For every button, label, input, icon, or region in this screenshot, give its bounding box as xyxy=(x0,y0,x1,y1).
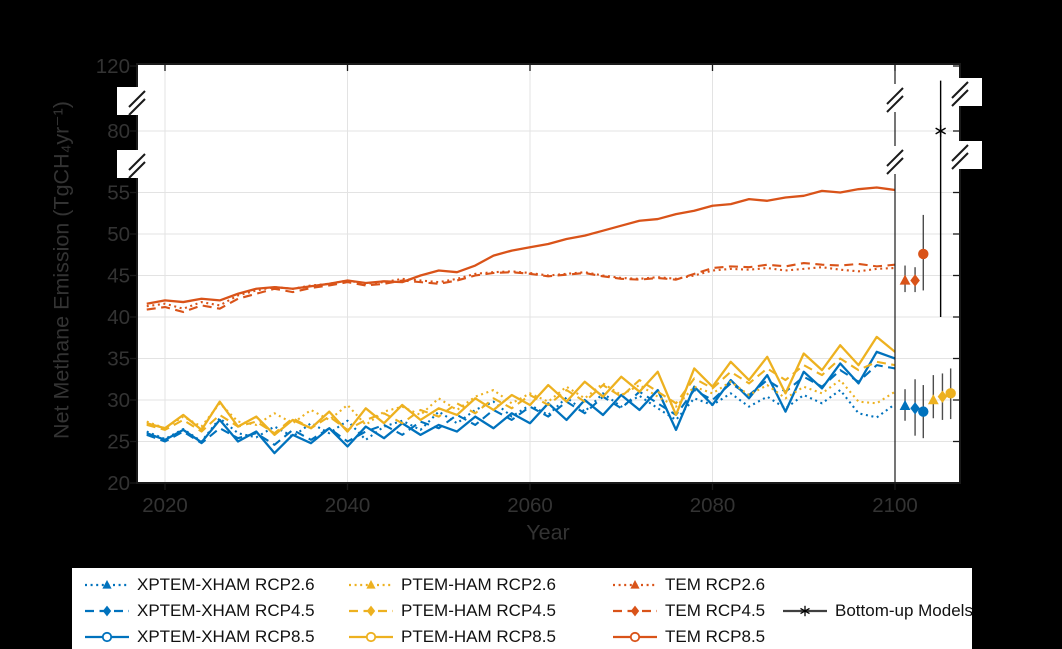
circle-marker xyxy=(918,406,929,417)
diamond-marker xyxy=(910,402,920,415)
legend-item-tem-rcp45: TEM RCP4.5 xyxy=(612,598,765,624)
series-lines xyxy=(146,186,896,455)
y-tick-label: 30 xyxy=(107,389,130,412)
legend-swatch-dotted-triangle-icon xyxy=(613,580,657,589)
legend-item-xptem-xham-rcp45: XPTEM-XHAM RCP4.5 xyxy=(84,598,315,624)
x-tick-label: 2080 xyxy=(690,494,736,517)
legend: XPTEM-XHAM RCP2.6 XPTEM-XHAM RCP4.5 XPTE… xyxy=(72,568,973,649)
y-tick-label: 20 xyxy=(107,472,130,495)
legend-label: TEM RCP2.6 xyxy=(665,575,766,594)
legend-item-bottom-up-models: Bottom-up Models xyxy=(782,598,973,624)
series-line-ptem-ham-rcp4-5 xyxy=(146,357,896,435)
legend-label: Bottom-up Models xyxy=(835,601,973,620)
x-tick-label: 2100 xyxy=(872,494,918,517)
series-line-xptem-xham-rcp2-6 xyxy=(146,388,896,443)
legend-label: PTEM-HAM RCP4.5 xyxy=(401,601,556,620)
legend-swatch-asterisk-icon xyxy=(783,605,827,617)
series-line-xptem-xham-rcp8-5 xyxy=(146,350,896,455)
legend-swatch-dotted-triangle-icon xyxy=(349,580,393,589)
y-tick-label: 25 xyxy=(107,431,130,454)
y-tick-label: 55 xyxy=(107,182,130,205)
axis-ticks xyxy=(130,64,960,490)
legend-item-xptem-xham-rcp85: XPTEM-XHAM RCP8.5 xyxy=(84,624,315,649)
triangle-marker xyxy=(927,394,939,405)
legend-swatch-solid-circle-icon xyxy=(349,631,393,643)
legend-item-ptem-ham-rcp45: PTEM-HAM RCP4.5 xyxy=(348,598,556,624)
series-line-ptem-ham-rcp8-5 xyxy=(146,335,896,437)
y-axis-label: Net Methane Emission (TgCH₄yr⁻¹) xyxy=(49,101,74,439)
legend-label: XPTEM-XHAM RCP8.5 xyxy=(137,627,315,646)
x-axis-label: Year xyxy=(526,520,570,545)
series-line-ptem-ham-rcp2-6 xyxy=(146,379,896,430)
legend-swatch-dashed-diamond-icon xyxy=(613,605,657,617)
x-tick-label: 2020 xyxy=(142,494,188,517)
y-tick-label: 40 xyxy=(107,306,130,329)
legend-label: TEM RCP4.5 xyxy=(665,601,766,620)
legend-label: TEM RCP8.5 xyxy=(665,627,766,646)
legend-swatch-solid-circle-icon xyxy=(85,631,129,643)
legend-item-xptem-xham-rcp26: XPTEM-XHAM RCP2.6 xyxy=(84,572,315,598)
legend-swatch-solid-circle-icon xyxy=(613,631,657,643)
diamond-marker xyxy=(937,390,948,403)
legend-label: XPTEM-XHAM RCP2.6 xyxy=(137,575,315,594)
tick-labels: 2020 2040 2060 2080 2100 20 25 30 35 40 45 50 55 80 12… xyxy=(96,55,918,517)
series-line-tem-rcp4-5 xyxy=(146,261,896,314)
x-tick-label: 2040 xyxy=(325,494,371,517)
axis-break-marks xyxy=(117,78,982,179)
y-tick-label: 120 xyxy=(96,55,130,78)
x-tick-label: 2060 xyxy=(507,494,553,517)
legend-label: XPTEM-XHAM RCP4.5 xyxy=(137,601,315,620)
diamond-marker xyxy=(910,274,920,287)
error-bars xyxy=(899,80,956,439)
legend-swatch-dashed-diamond-icon xyxy=(85,605,129,617)
y-tick-label: 45 xyxy=(107,265,130,288)
circle-marker xyxy=(918,248,929,260)
legend-label: PTEM-HAM RCP8.5 xyxy=(401,627,556,646)
legend-label: PTEM-HAM RCP2.6 xyxy=(401,575,556,594)
series-line-tem-rcp8-5 xyxy=(146,186,896,305)
y-tick-label: 80 xyxy=(107,120,130,143)
legend-item-ptem-ham-rcp26: PTEM-HAM RCP2.6 xyxy=(348,572,556,598)
circle-marker xyxy=(945,388,956,399)
legend-item-ptem-ham-rcp85: PTEM-HAM RCP8.5 xyxy=(348,624,556,649)
triangle-marker xyxy=(899,400,911,411)
y-tick-label: 35 xyxy=(107,348,130,371)
y-tick-label: 50 xyxy=(107,223,130,246)
axis-box xyxy=(136,63,961,484)
legend-swatch-dashed-diamond-icon xyxy=(349,605,393,617)
legend-item-tem-rcp26: TEM RCP2.6 xyxy=(612,572,765,598)
legend-swatch-dotted-triangle-icon xyxy=(85,580,129,589)
triangle-marker xyxy=(899,274,911,285)
legend-item-tem-rcp85: TEM RCP8.5 xyxy=(612,624,765,649)
asterisk-marker xyxy=(935,125,946,137)
